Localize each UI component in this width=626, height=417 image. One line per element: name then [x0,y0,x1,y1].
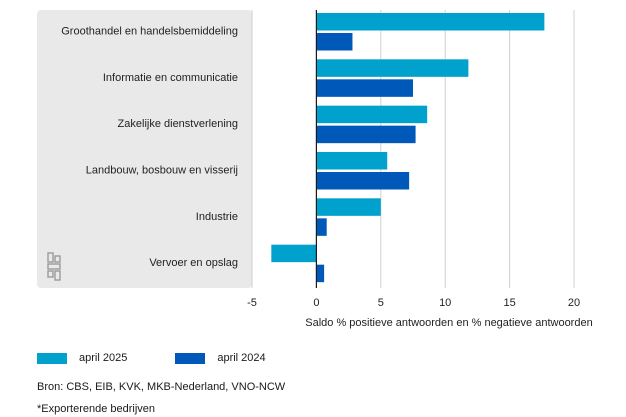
gridlines [251,10,575,288]
category-label: Informatie en communicatie [103,72,238,84]
category-labels: Groothandel en handelsbemiddeling Informa… [61,26,238,270]
bar-2024 [316,125,416,144]
bar-2024 [316,264,325,283]
bar-2024 [316,79,413,97]
footnote: *Exporterende bedrijven [37,403,156,415]
bars [271,13,545,283]
legend: april 2025 april 2024 [37,352,314,364]
category-label: Landbouw, bosbouw en visserij [86,165,238,177]
x-tick-labels: -5 0 5 10 15 20 [247,297,580,309]
bar-2025 [271,244,317,263]
category-label: Industrie [196,211,238,223]
legend-item-2025: april 2025 [37,352,127,364]
legend-swatch-2025 [37,352,67,364]
bar-2025 [316,13,545,31]
legend-swatch-2024 [175,352,206,364]
category-label: Groothandel en handelsbemiddeling [61,26,238,38]
source-note: Bron: CBS, EIB, KVK, MKB-Nederland, VNO-… [37,381,286,393]
bar-2025 [316,152,388,170]
bar-2025 [316,198,381,216]
legend-item-2024: april 2024 [175,352,266,364]
x-tick-label: 10 [439,297,451,309]
bar-2024 [316,172,410,190]
legend-label-2025: april 2025 [79,352,128,364]
x-tick-label: 5 [378,297,384,309]
x-axis-title: Saldo % positieve antwoorden en % negati… [305,317,592,329]
category-panel [37,10,252,288]
bar-2025 [316,59,469,77]
x-tick-label: 15 [503,297,515,309]
bar-2024 [316,218,327,236]
bar-chart: Groothandel en handelsbemiddeling Informa… [37,10,593,329]
x-tick-label: 20 [568,297,580,309]
x-tick-label: 0 [313,297,319,309]
legend-label-2024: april 2024 [217,352,266,364]
category-label: Zakelijke dienstverlening [118,118,238,130]
bar-2024 [316,33,353,51]
cbs-logo-icon [47,252,61,281]
x-tick-label: -5 [247,297,257,309]
category-label: Vervoer en opslag [149,257,238,269]
bar-2025 [316,105,428,124]
